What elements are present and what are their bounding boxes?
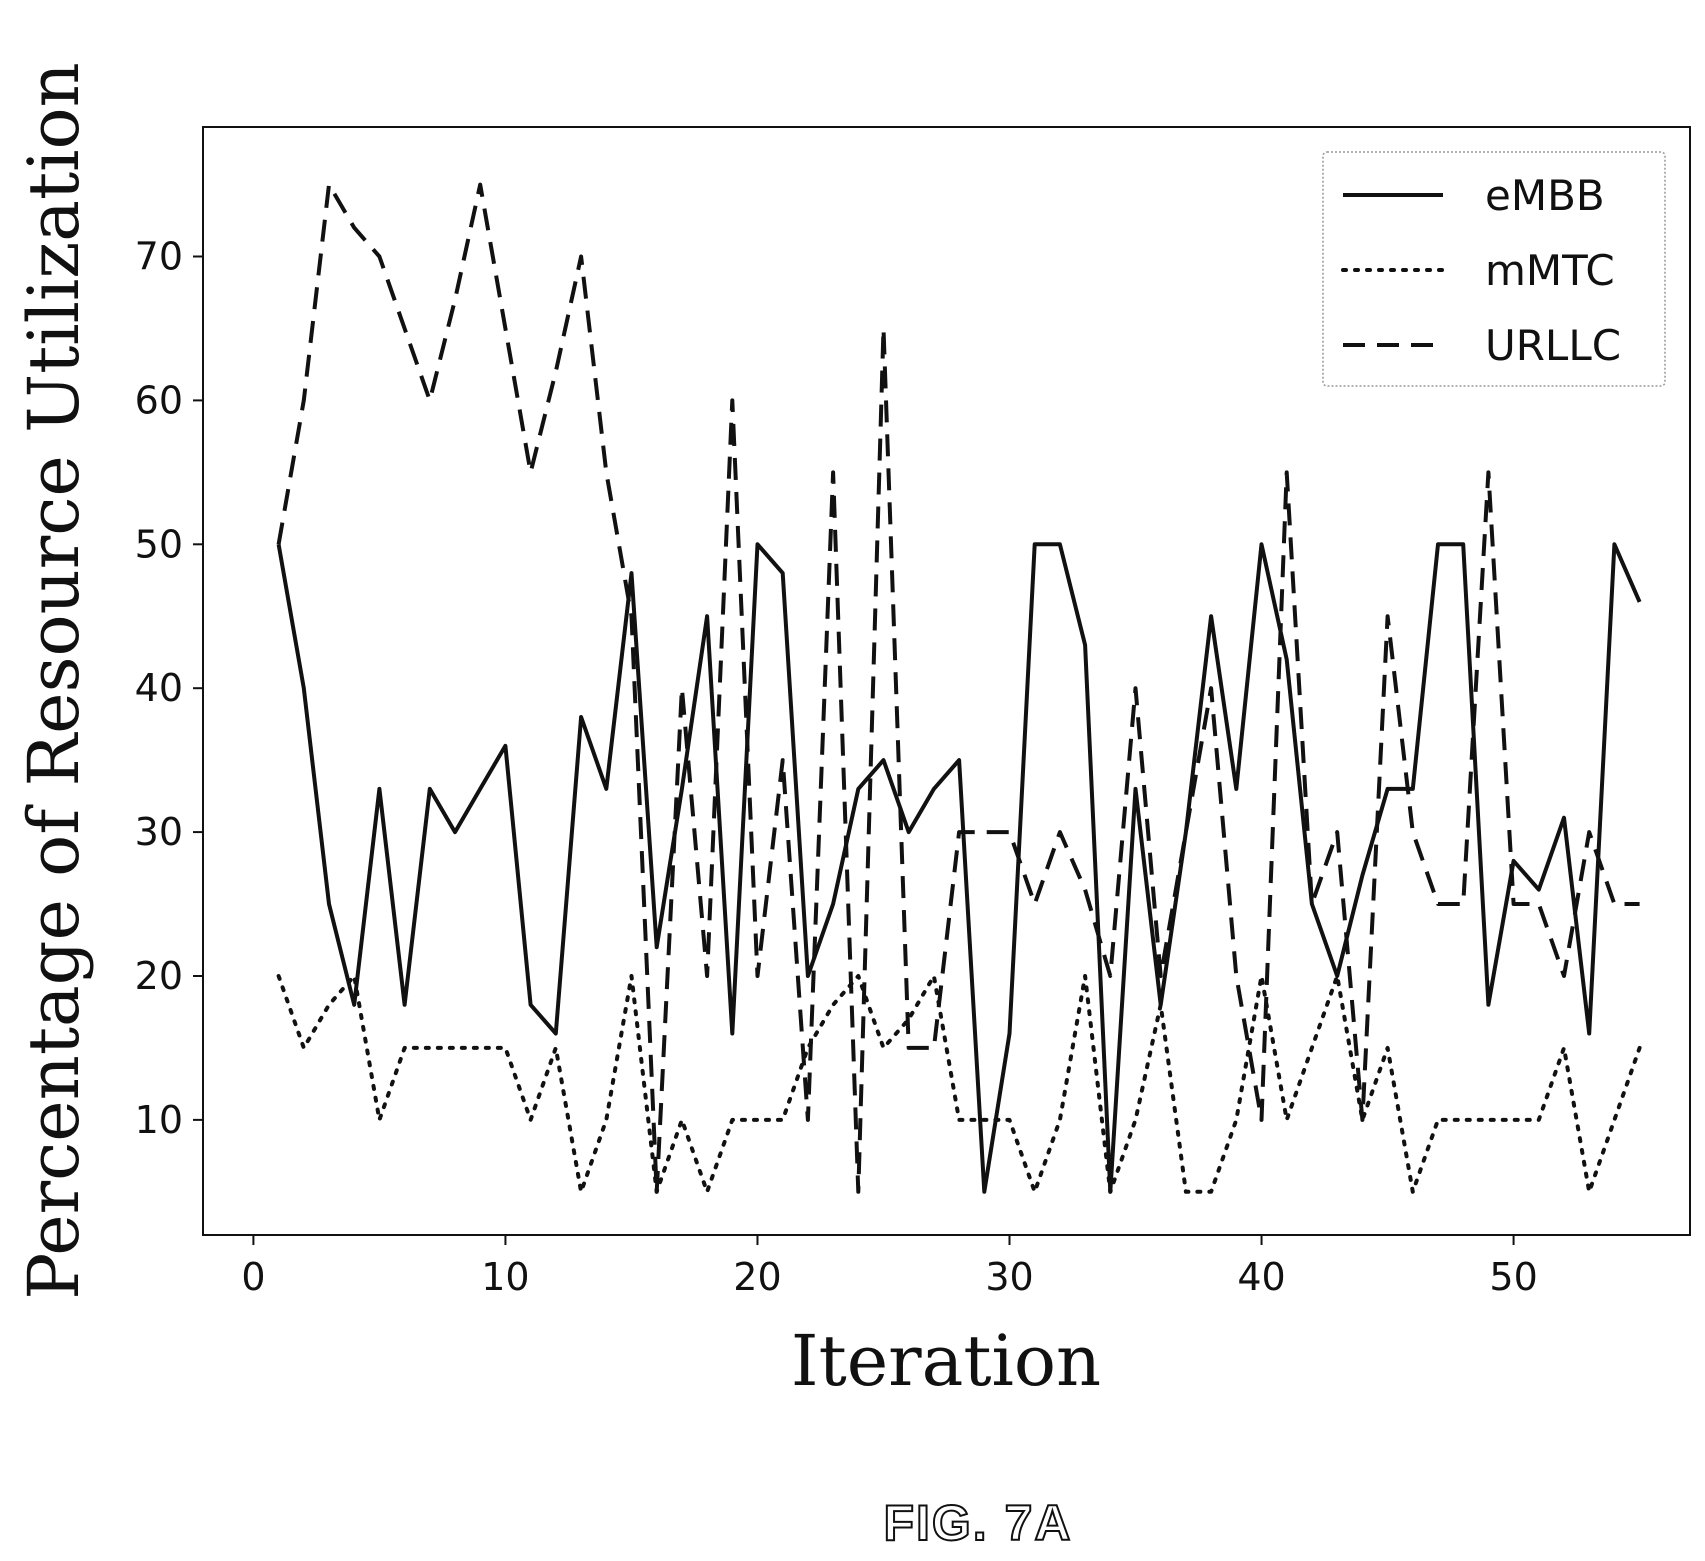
series-line-urllc xyxy=(276,182,1640,1194)
legend-label-embb: eMBB xyxy=(1485,171,1605,220)
figure-label: FIG. 7A xyxy=(883,1495,1072,1551)
x-tick-label-20: 20 xyxy=(733,1255,781,1299)
x-tick-label-10: 10 xyxy=(481,1255,529,1299)
y-axis: 10 20 30 40 50 60 70 xyxy=(135,235,203,1142)
legend-label-mmtc: mMTC xyxy=(1485,246,1615,295)
x-axis-label: Iteration xyxy=(791,1320,1101,1402)
y-tick-label-70: 70 xyxy=(135,235,183,279)
x-tick-label-0: 0 xyxy=(241,1255,265,1299)
y-tick-label-60: 60 xyxy=(135,378,183,422)
y-tick-label-50: 50 xyxy=(135,522,183,566)
x-tick-label-50: 50 xyxy=(1489,1255,1537,1299)
y-tick-label-20: 20 xyxy=(135,954,183,998)
y-axis-label: Percentage of Resource Utilization xyxy=(13,62,95,1299)
legend-label-urllc: URLLC xyxy=(1485,321,1621,370)
series-line-embb xyxy=(276,542,1642,1194)
series-line-mmtc xyxy=(276,974,1642,1194)
x-axis: 0 10 20 30 40 50 xyxy=(241,1235,1538,1299)
legend-box xyxy=(1322,151,1666,387)
x-tick-label-40: 40 xyxy=(1237,1255,1285,1299)
series-layer xyxy=(276,182,1642,1194)
legend: eMBB mMTC URLLC xyxy=(1322,151,1666,387)
x-tick-label-30: 30 xyxy=(985,1255,1033,1299)
y-tick-label-30: 30 xyxy=(135,810,183,854)
y-tick-label-40: 40 xyxy=(135,666,183,710)
legend-entries: eMBB mMTC URLLC xyxy=(1341,171,1621,370)
y-tick-label-10: 10 xyxy=(135,1098,183,1142)
